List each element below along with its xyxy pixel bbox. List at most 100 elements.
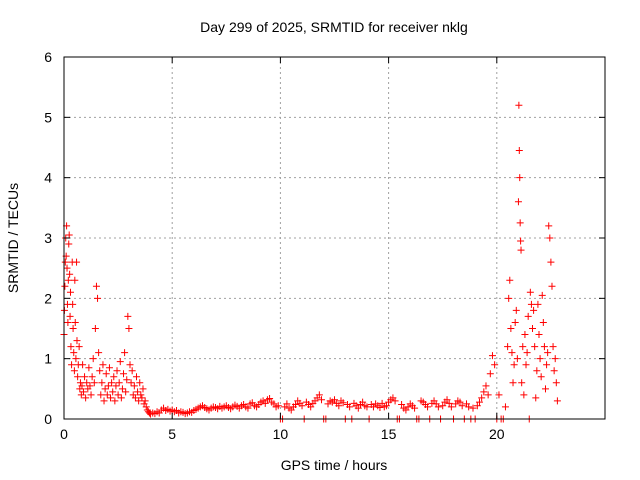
data-point: [131, 394, 139, 402]
data-point: [540, 343, 548, 351]
data-point: [127, 379, 135, 387]
data-point: [64, 318, 72, 326]
data-point: [283, 400, 291, 408]
data-point: [266, 394, 274, 402]
data-point: [545, 222, 553, 230]
data-point: [411, 404, 419, 412]
data-point: [118, 385, 126, 393]
data-point: [378, 399, 386, 407]
x-tick-label: 10: [273, 426, 289, 442]
data-point: [307, 403, 315, 411]
data-point: [473, 402, 481, 410]
data-point: [136, 379, 144, 387]
data-point: [536, 355, 544, 363]
x-tick-label: 20: [489, 426, 505, 442]
data-point: [532, 394, 540, 402]
data-point: [85, 364, 93, 372]
data-point: [65, 231, 73, 239]
data-point: [458, 402, 466, 410]
data-point: [138, 394, 146, 402]
data-point: [98, 379, 106, 387]
data-point: [76, 379, 84, 387]
data-point: [534, 300, 542, 308]
data-point: [424, 403, 432, 411]
data-point: [495, 391, 503, 399]
data-point: [68, 361, 76, 369]
data-point: [523, 349, 531, 357]
data-point: [482, 382, 490, 390]
data-point: [110, 373, 118, 381]
data-point: [469, 404, 477, 412]
data-point: [63, 264, 71, 272]
data-point: [67, 343, 75, 351]
data-point: [363, 403, 371, 411]
data-point: [526, 288, 534, 296]
y-tick-label: 3: [44, 230, 52, 246]
data-point: [120, 370, 128, 378]
data-point: [116, 358, 124, 366]
data-point: [535, 331, 543, 339]
data-point: [92, 282, 100, 290]
y-tick-label: 0: [44, 411, 52, 427]
data-point: [114, 391, 122, 399]
data-point: [434, 403, 442, 411]
data-point: [508, 349, 516, 357]
data-point: [533, 367, 541, 375]
x-tick-label: 0: [60, 426, 68, 442]
data-point: [72, 355, 80, 363]
data-point: [531, 343, 539, 351]
data-point: [137, 391, 145, 399]
data-point: [102, 370, 110, 378]
data-point: [126, 361, 134, 369]
data-point: [546, 234, 554, 242]
data-point: [543, 361, 551, 369]
data-point: [515, 101, 523, 109]
data-point: [518, 379, 526, 387]
data-point: [346, 403, 354, 411]
data-point: [439, 402, 447, 410]
y-tick-label: 4: [44, 170, 52, 186]
y-tick-label: 1: [44, 351, 52, 367]
data-point: [506, 276, 514, 284]
data-point: [465, 403, 473, 411]
data-point: [391, 397, 399, 405]
data-point: [95, 349, 103, 357]
data-point: [537, 373, 545, 381]
data-point: [91, 325, 99, 332]
data-point: [517, 237, 525, 245]
data-point: [549, 343, 557, 351]
data-point: [486, 370, 494, 378]
data-point: [244, 404, 252, 412]
data-point: [88, 373, 96, 381]
data-point: [298, 402, 306, 410]
data-point: [112, 382, 120, 390]
data-point: [124, 312, 132, 320]
data-point: [478, 394, 486, 402]
data-point: [123, 376, 131, 384]
data-point: [61, 282, 69, 290]
data-point: [97, 391, 105, 399]
data-point: [517, 246, 525, 254]
data-point: [139, 385, 147, 393]
data-point: [130, 382, 138, 390]
data-point: [510, 361, 518, 369]
data-point: [100, 397, 108, 405]
x-axis-label: GPS time / hours: [281, 457, 388, 473]
data-point: [443, 396, 451, 404]
data-point: [398, 401, 406, 409]
data-point: [547, 258, 555, 266]
data-point: [82, 394, 90, 402]
data-point: [135, 397, 143, 405]
data-point: [515, 147, 523, 155]
data-point: [142, 403, 150, 411]
data-point: [122, 388, 130, 396]
y-tick-label: 2: [44, 290, 52, 306]
data-point: [125, 325, 133, 332]
data-series: [60, 101, 561, 423]
data-point: [104, 382, 112, 390]
data-point: [521, 331, 529, 339]
data-point: [81, 373, 89, 381]
x-tick-label: 5: [168, 426, 176, 442]
data-point: [101, 385, 109, 393]
